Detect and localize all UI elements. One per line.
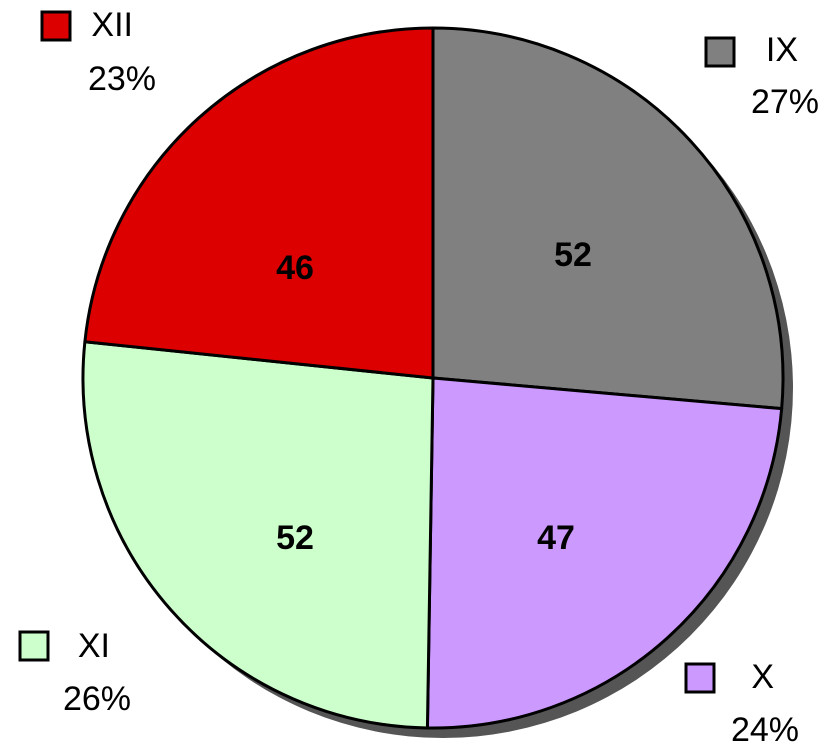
pie-slice-x xyxy=(425,376,784,730)
legend-label-ix: IX xyxy=(766,31,798,69)
slice-legend: IX 27% X 24% XI 26% XII 23% xyxy=(18,6,819,749)
slice-value-x: 47 xyxy=(537,519,575,557)
legend-marker-xi xyxy=(18,630,50,662)
legend-percent-xii: 23% xyxy=(88,60,156,98)
pie-slice-xi xyxy=(81,340,435,730)
slice-value-xii: 46 xyxy=(276,249,314,287)
legend-percent-x: 24% xyxy=(731,711,799,749)
pie-slice-ix xyxy=(431,26,785,411)
slice-value-labels: 52 47 52 46 xyxy=(276,236,592,557)
pie-slice-xii xyxy=(83,26,435,380)
legend-marker-x xyxy=(684,662,716,694)
slice-value-ix: 52 xyxy=(554,236,592,274)
legend-label-xi: XI xyxy=(78,627,110,665)
legend-marker-ix xyxy=(704,36,736,68)
legend-marker-xii xyxy=(40,10,72,42)
pie-slices xyxy=(81,26,785,730)
legend-label-xii: XII xyxy=(91,6,133,44)
legend-percent-xi: 26% xyxy=(63,680,131,718)
legend-label-x: X xyxy=(751,658,774,696)
legend-percent-ix: 27% xyxy=(751,83,819,121)
slice-value-xi: 52 xyxy=(276,519,314,557)
